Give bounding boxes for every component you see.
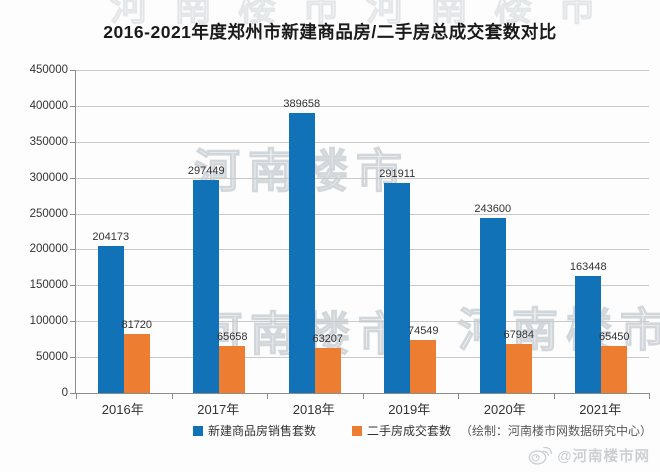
x-tick-label: 2020年 (483, 402, 526, 417)
bar-value-label: 291911 (379, 168, 416, 181)
y-axis-tick (70, 213, 76, 215)
gridline (76, 357, 649, 359)
y-axis-labels: 0 50000 100000 150000 200000 250000 300000 3500… (0, 64, 68, 399)
y-tick-label: 200000 (29, 243, 68, 256)
weibo-attribution: @河南楼市网 (527, 444, 650, 466)
y-tick-label: 250000 (29, 207, 68, 220)
gridline (76, 321, 649, 323)
bar-new-homes: 291911 (379, 168, 415, 393)
gridline (76, 249, 649, 251)
bar-value-label: 65658 (216, 330, 248, 343)
y-tick-label: 300000 (29, 171, 68, 184)
y-axis-tick (70, 141, 76, 143)
legend: 新建商品房销售套数 二手房成交套数 (193, 422, 451, 439)
x-axis-tick (171, 393, 173, 399)
weibo-handle: @河南楼市网 (557, 448, 650, 465)
y-axis-tick (70, 177, 76, 179)
x-axis-labels: 2016年 2017年 2018年 2019年 2020年 2021年 (75, 399, 648, 417)
gridline (76, 105, 649, 107)
bar-value-label: 204173 (92, 231, 130, 244)
bar-resale: 74549 (408, 325, 439, 393)
bar-value-label: 389658 (283, 98, 321, 111)
y-tick-label: 350000 (29, 135, 68, 148)
x-axis-tick (267, 393, 268, 399)
gridline (76, 285, 649, 287)
legend-label-resale: 二手房成交套数 (367, 424, 452, 438)
legend-label-new-homes: 新建商品房销售套数 (208, 424, 317, 438)
y-axis-tick (70, 393, 76, 394)
bar-value-label: 63207 (312, 332, 344, 345)
weibo-icon (528, 446, 553, 465)
y-tick-label: 400000 (29, 99, 68, 112)
bar-resale: 65450 (599, 331, 630, 393)
bar-new-homes: 243600 (474, 203, 511, 393)
x-axis-tick (362, 393, 364, 399)
y-axis-tick (70, 249, 76, 251)
y-tick-label: 50000 (36, 351, 68, 364)
y-axis-tick (70, 285, 76, 287)
x-tick-label: 2017年 (197, 402, 240, 417)
legend-item-resale: 二手房成交套数 (352, 422, 451, 439)
x-tick-label: 2021年 (579, 402, 622, 417)
bar-value-label: 65450 (598, 331, 630, 344)
bar-new-homes: 389658 (283, 98, 320, 393)
y-tick-label: 450000 (29, 64, 68, 76)
bar-group-2021年: 163448 65450 (554, 70, 650, 393)
bar-resale: 65658 (217, 331, 248, 393)
y-axis-tick (70, 105, 76, 107)
bar-group-2017年: 297449 65658 (172, 70, 268, 393)
bar-new-homes: 163448 (570, 261, 607, 393)
bar-value-label: 81720 (121, 319, 153, 332)
bar-new-homes: 297449 (188, 165, 225, 393)
bar-value-label: 163448 (569, 260, 607, 273)
y-tick-label: 100000 (29, 315, 68, 328)
x-axis-tick (649, 393, 650, 399)
y-axis-tick (70, 357, 76, 359)
bar-group-2020年: 243600 67984 (458, 70, 554, 393)
x-axis-tick (553, 393, 555, 399)
x-tick-label: 2016年 (101, 402, 144, 417)
y-tick-label: 0 (61, 387, 68, 399)
bar-group-2019年: 291911 74549 (363, 70, 459, 393)
chart-title: 2016-2021年度郑州市新建商品房/二手房总成交套数对比 (103, 22, 557, 42)
y-axis-tick (70, 70, 76, 71)
x-axis-tick (76, 393, 77, 399)
gridline (76, 70, 649, 71)
gridline (76, 213, 649, 215)
gridline (76, 177, 649, 179)
bar-new-homes: 204173 (92, 231, 129, 393)
bar-resale: 67984 (503, 329, 534, 393)
plot-area: 河南楼市 河南楼市 河南楼市 2041738172029744965658389… (70, 70, 660, 399)
gridline (76, 141, 649, 143)
bar-value-label: 67984 (503, 329, 535, 342)
bar-resale: 63207 (312, 333, 343, 393)
bar-group-2018年: 389658 63207 (267, 70, 363, 393)
legend-item-new-homes: 新建商品房销售套数 (193, 422, 316, 439)
y-tick-label: 150000 (29, 279, 68, 292)
y-axis-tick (70, 321, 76, 323)
credit-text: （绘制：河南楼市网数据研究中心） (459, 424, 652, 438)
bar-value-label: 297449 (187, 164, 225, 177)
bar-group-2016年: 204173 81720 (76, 70, 172, 393)
legend-swatch-new-homes (193, 425, 203, 436)
bar-value-label: 74549 (407, 324, 439, 337)
x-tick-label: 2019年 (388, 402, 431, 417)
bar-value-label: 243600 (474, 203, 512, 216)
x-axis-tick (458, 393, 459, 399)
legend-swatch-resale (352, 425, 363, 436)
x-tick-label: 2018年 (292, 402, 335, 417)
bar-resale: 81720 (121, 319, 152, 393)
